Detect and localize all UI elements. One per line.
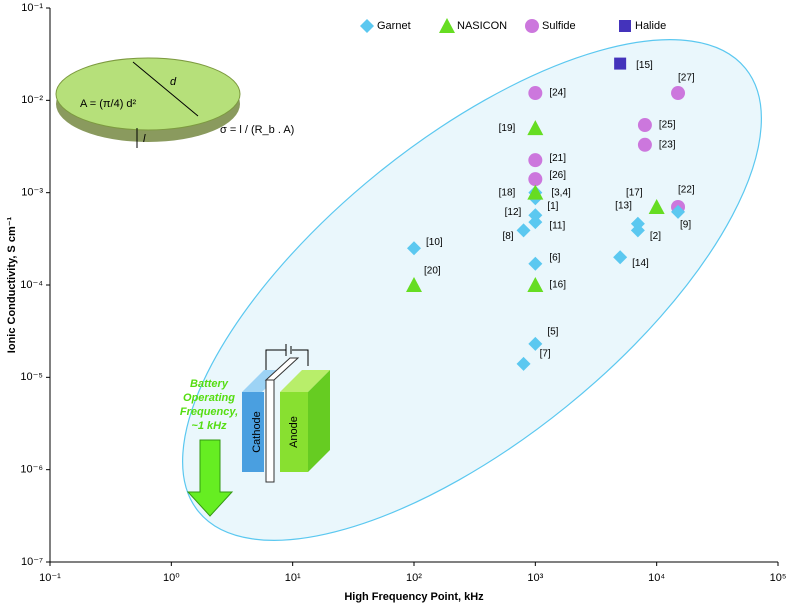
- data-point: [528, 172, 543, 187]
- point-label: [6]: [549, 252, 560, 263]
- anode-side: [308, 370, 330, 472]
- y-tick-label: 10⁻⁵: [20, 371, 43, 383]
- data-point: [671, 204, 686, 219]
- y-tick-label: 10⁻⁴: [20, 279, 43, 291]
- data-point: [614, 57, 627, 70]
- point-label: [24]: [549, 88, 566, 99]
- data-point: [637, 118, 652, 133]
- point-label: [11]: [549, 221, 565, 232]
- pellet-illustration: d l A = (π/4) d² σ = l / (R_b . A): [55, 57, 294, 148]
- thickness-label: l: [143, 133, 146, 145]
- cathode: [242, 392, 264, 472]
- legend-marker: [525, 19, 539, 33]
- legend-marker: [360, 19, 374, 33]
- point-label: [7]: [540, 348, 551, 359]
- x-tick-label: 10³: [527, 572, 543, 584]
- y-tick-label: 10⁻⁶: [20, 464, 43, 476]
- x-tick-label: 10⁰: [163, 572, 180, 584]
- point-label: [19]: [499, 123, 516, 134]
- legend-label: Halide: [635, 20, 666, 32]
- battery-note-line: Operating: [183, 392, 235, 404]
- legend-label: Sulfide: [542, 20, 576, 32]
- point-label: [23]: [659, 139, 676, 150]
- point-label: [10]: [426, 237, 443, 248]
- point-label: [2]: [650, 231, 661, 242]
- point-label: [18]: [499, 187, 516, 198]
- x-tick-label: 10⁴: [648, 572, 665, 584]
- point-label: [9]: [680, 219, 691, 230]
- data-point: [613, 250, 628, 265]
- x-tick-label: 10²: [406, 572, 422, 584]
- cathode-label: Cathode: [251, 411, 263, 453]
- legend-label: NASICON: [457, 20, 507, 32]
- separator: [265, 379, 275, 483]
- area-formula: A = (π/4) d²: [80, 98, 137, 110]
- wire: [292, 349, 309, 366]
- data-point: [637, 137, 652, 152]
- y-tick-label: 10⁻⁷: [21, 556, 43, 568]
- point-label: [14]: [632, 258, 649, 269]
- data-point: [527, 184, 544, 200]
- data-point: [528, 86, 543, 101]
- point-label: [3,4]: [551, 187, 571, 198]
- y-axis-title: Ionic Conductivity, S cm⁻¹: [6, 216, 18, 353]
- point-label: [25]: [659, 120, 676, 131]
- point-label: [20]: [424, 266, 441, 277]
- point-label: [21]: [549, 153, 566, 164]
- point-label: [1]: [547, 201, 558, 212]
- data-point: [407, 241, 421, 256]
- data-point: [528, 256, 543, 271]
- y-tick-label: 10⁻³: [21, 187, 43, 199]
- pellet-top: [55, 57, 241, 131]
- x-tick-label: 10⁻¹: [39, 572, 61, 584]
- y-tick-label: 10⁻²: [21, 94, 43, 106]
- point-label: [26]: [549, 170, 566, 181]
- point-label: [12]: [505, 207, 522, 218]
- data-point: [406, 277, 422, 292]
- conductivity-formula: σ = l / (R_b . A): [220, 124, 294, 136]
- legend-marker: [619, 20, 631, 32]
- data-point: [528, 153, 543, 168]
- anode: [280, 392, 308, 472]
- point-label: [27]: [678, 73, 695, 84]
- data-point: [528, 215, 543, 230]
- data-point: [527, 277, 544, 292]
- data-point: [516, 223, 531, 238]
- point-label: [22]: [678, 185, 695, 196]
- point-label: [16]: [549, 280, 566, 291]
- diameter-label: d: [170, 76, 177, 88]
- frequency-arrow: [186, 439, 234, 517]
- legend-marker: [439, 18, 455, 33]
- diameter-arrow: [132, 61, 199, 117]
- point-label: [5]: [547, 327, 558, 338]
- x-tick-label: 10⁵: [770, 572, 787, 584]
- wire: [265, 349, 286, 372]
- data-point: [648, 198, 665, 214]
- battery-note-line: Frequency,: [180, 406, 238, 418]
- data-point: [671, 86, 686, 101]
- data-point: [527, 120, 544, 136]
- battery-note-line: ~1 kHz: [191, 420, 227, 432]
- battery-note-line: Battery: [190, 378, 229, 390]
- data-point: [630, 223, 645, 238]
- point-label: [17]: [626, 188, 643, 199]
- y-tick-label: 10⁻¹: [21, 2, 43, 14]
- data-point: [516, 356, 531, 371]
- point-label: [15]: [636, 60, 653, 71]
- battery-note: Battery Operating Frequency, ~1 kHz: [180, 378, 238, 432]
- point-label: [8]: [502, 231, 513, 242]
- point-label: [13]: [615, 200, 632, 211]
- x-tick-label: 10¹: [285, 572, 301, 584]
- data-point: [528, 336, 543, 351]
- anode-label: Anode: [288, 416, 300, 448]
- legend-label: Garnet: [377, 20, 411, 32]
- x-axis-title: High Frequency Point, kHz: [344, 591, 484, 603]
- battery-illustration: Cathode Anode: [242, 344, 330, 483]
- anode-top: [280, 370, 330, 392]
